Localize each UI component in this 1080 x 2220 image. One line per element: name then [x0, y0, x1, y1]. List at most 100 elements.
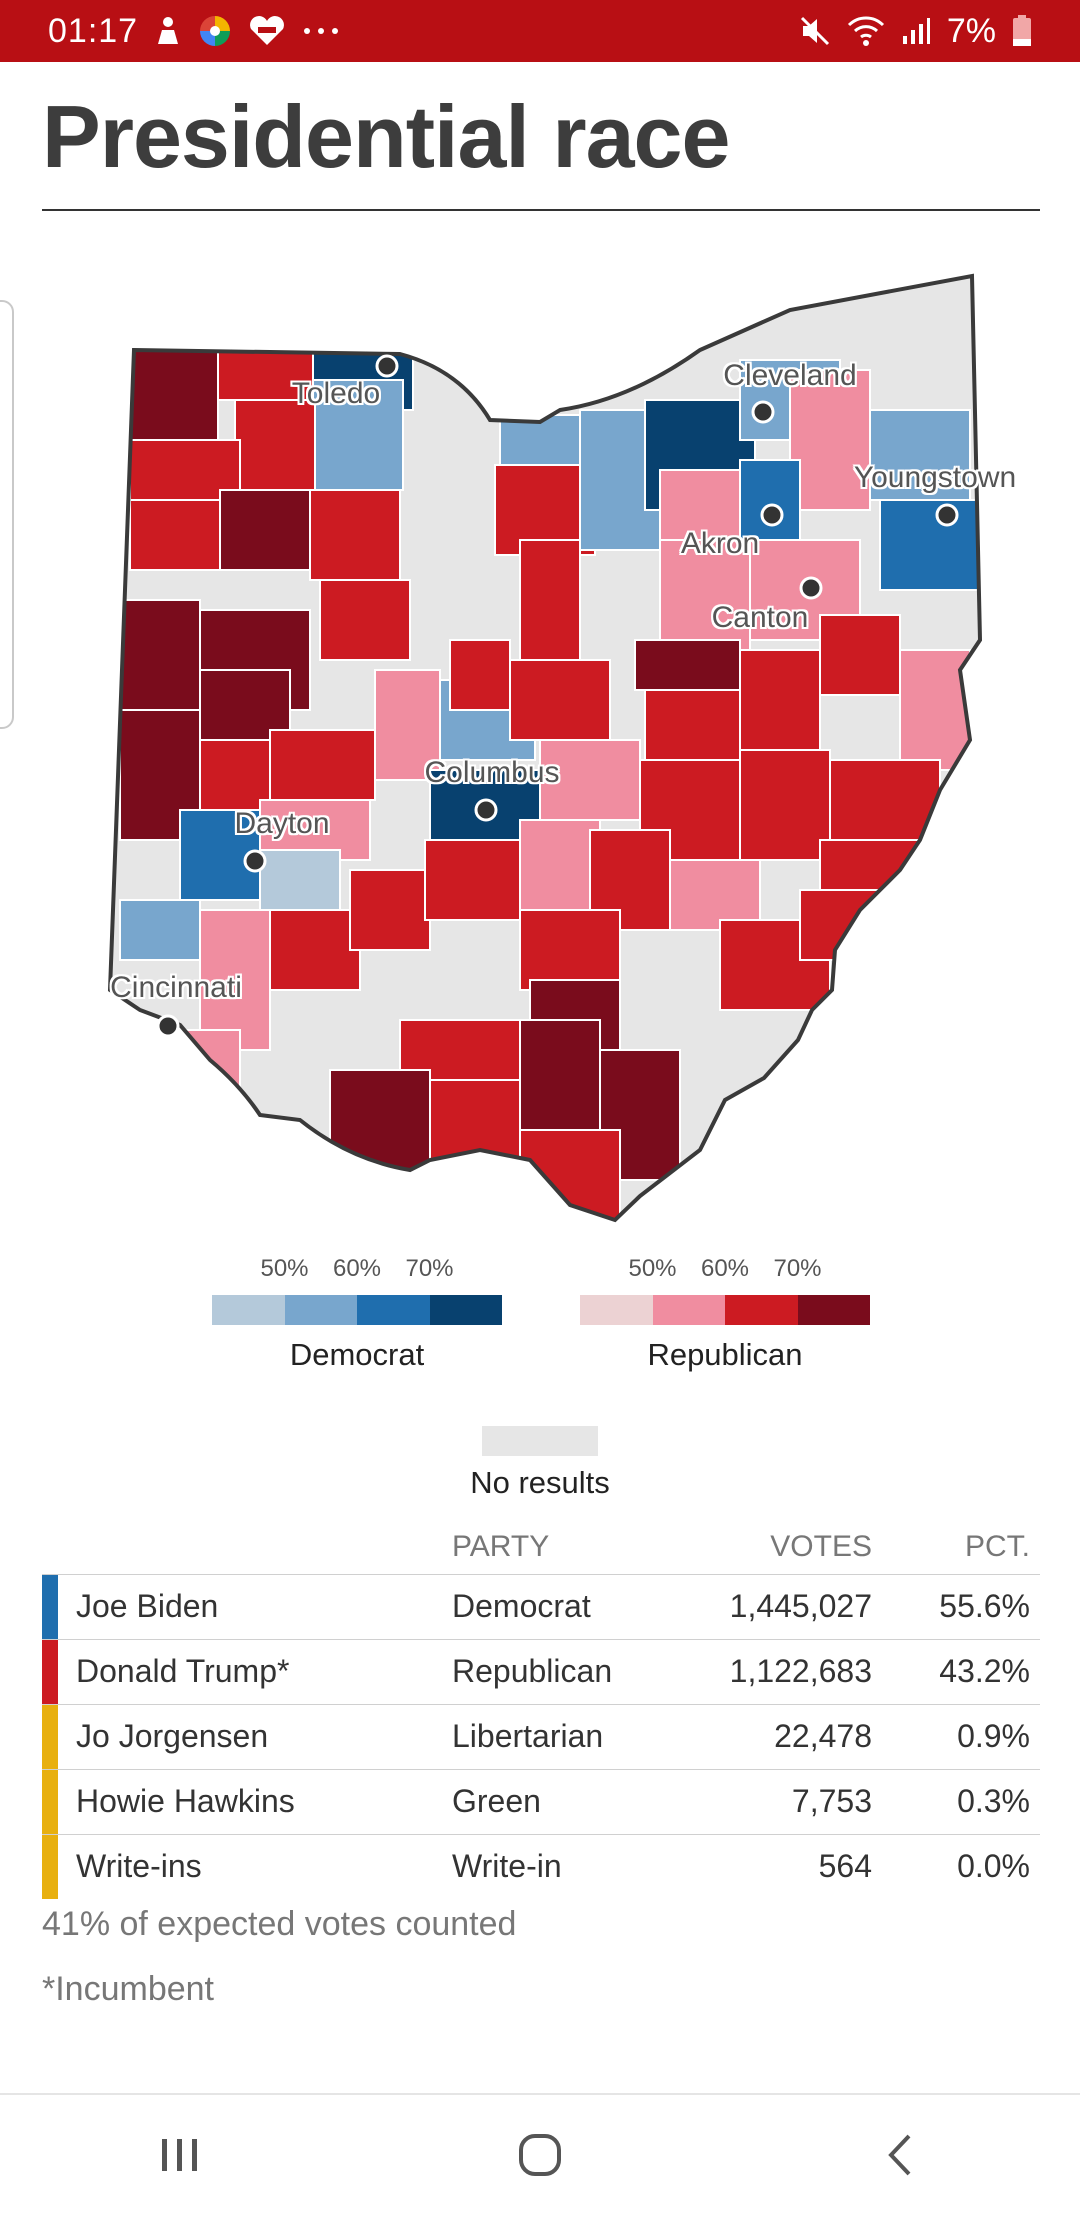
- legend-tick: 50%: [260, 1255, 309, 1282]
- candidate-votes: 1,445,027: [729, 1588, 872, 1624]
- legend-label: Republican: [647, 1337, 803, 1372]
- county-shape: [319, 579, 411, 661]
- legend-tick: 70%: [405, 1255, 454, 1282]
- legend-swatch: [652, 1295, 725, 1325]
- mute-icon: [799, 15, 831, 47]
- state-outline: [107, 273, 983, 1223]
- party-color-bar: [42, 1705, 58, 1769]
- county-shape: [819, 614, 901, 696]
- candidate-party: Green: [452, 1783, 541, 1819]
- app-color-icon: [198, 14, 232, 48]
- ohio-county-map: Toledo Cleveland Youngstown Akron Canton…: [100, 270, 1016, 1230]
- legend-swatch: [429, 1295, 502, 1325]
- candidate-votes: 7,753: [791, 1783, 872, 1819]
- legend-color-scale: [580, 1295, 870, 1325]
- wifi-icon: [847, 15, 885, 47]
- legend-tick: 60%: [332, 1255, 382, 1282]
- county-shape: [219, 489, 321, 571]
- battery-percent: 7%: [946, 11, 996, 50]
- table-row: Write-ins Write-in 564 0.0%: [42, 1835, 1040, 1899]
- candidate-pct: 0.3%: [957, 1783, 1030, 1819]
- city-label-cincinnati: Cincinnati: [110, 971, 242, 1004]
- county-shape: [329, 1069, 431, 1211]
- city-label-canton: Canton: [711, 601, 809, 634]
- no-results-swatch: [482, 1426, 598, 1456]
- county-shape: [789, 369, 871, 511]
- county-shape: [129, 499, 221, 571]
- header-pct: PCT.: [964, 1530, 1030, 1563]
- candidate-name: Donald Trump*: [76, 1653, 290, 1689]
- candidate-party: Republican: [452, 1653, 613, 1689]
- nav-divider: [0, 2093, 1080, 2095]
- county-shape: [519, 539, 581, 661]
- city-marker: [760, 503, 784, 527]
- county-shape: [179, 1029, 241, 1111]
- status-time: 01:17: [48, 11, 139, 50]
- county-shape: [509, 659, 611, 741]
- city-marker: [935, 503, 959, 527]
- city-label-youngstown: Youngstown: [853, 461, 1017, 494]
- header-votes: VOTES: [770, 1530, 872, 1563]
- county-shape: [269, 729, 376, 801]
- city-label-columbus: Columbus: [424, 756, 560, 789]
- lazada-icon: [248, 15, 286, 47]
- county-shape: [739, 749, 831, 861]
- back-icon: [885, 2132, 915, 2183]
- city-marker: [156, 1014, 180, 1038]
- legend-swatch: [212, 1295, 285, 1325]
- home-button[interactable]: [480, 2118, 600, 2198]
- signal-icon: [901, 16, 931, 46]
- county-shape: [269, 909, 361, 991]
- legend-swatch: [725, 1295, 798, 1325]
- county-shape: [259, 849, 341, 921]
- recent-apps-icon: [158, 2135, 202, 2180]
- side-panel-handle[interactable]: [0, 300, 14, 729]
- table-row: Jo Jorgensen Libertarian 22,478 0.9%: [42, 1705, 1040, 1770]
- candidate-votes: 564: [818, 1848, 872, 1884]
- system-nav-bar: [0, 2095, 1080, 2220]
- back-button[interactable]: [840, 2118, 960, 2198]
- candidate-party: Libertarian: [452, 1718, 604, 1754]
- candidate-votes: 1,122,683: [729, 1653, 872, 1689]
- city-marker: [243, 849, 267, 873]
- county-shape: [309, 489, 401, 581]
- status-bar: 01:17 7%: [0, 0, 1080, 62]
- table-row: Howie Hawkins Green 7,753 0.3%: [42, 1770, 1040, 1835]
- city-label-akron: Akron: [680, 527, 760, 560]
- county-shape: [634, 639, 741, 691]
- county-shape: [659, 539, 751, 651]
- header-party: PARTY: [452, 1530, 550, 1563]
- county-shape: [539, 739, 641, 821]
- party-color-bar: [42, 1575, 58, 1639]
- party-color-bar: [42, 1835, 58, 1899]
- legend-swatch: [797, 1295, 870, 1325]
- city-marker: [474, 798, 498, 822]
- expected-votes-note: 41% of expected votes counted: [42, 1905, 517, 1943]
- table-header: PARTY VOTES PCT.: [42, 1520, 1040, 1575]
- candidate-pct: 0.9%: [957, 1718, 1030, 1754]
- city-label-cleveland: Cleveland: [723, 359, 857, 392]
- candidate-party: Democrat: [452, 1588, 591, 1624]
- legend-swatch: [580, 1295, 653, 1325]
- table-row: Donald Trump* Republican 1,122,683 43.2%: [42, 1640, 1040, 1705]
- candidate-pct: 55.6%: [939, 1588, 1030, 1624]
- results-table: PARTY VOTES PCT. Joe Biden Democrat 1,44…: [42, 1520, 1040, 1899]
- legend-republican: 50% 60% 70% Republican: [580, 1255, 870, 1373]
- party-color-bar: [42, 1770, 58, 1834]
- county-shape: [129, 339, 219, 441]
- party-color-bar: [42, 1640, 58, 1704]
- page-title: Presidential race: [42, 87, 730, 186]
- county-shape: [199, 909, 271, 1051]
- county-shape: [519, 909, 621, 991]
- title-divider: [42, 209, 1040, 211]
- candidate-pct: 43.2%: [939, 1653, 1030, 1689]
- legend-swatch: [357, 1295, 430, 1325]
- no-results-label: No results: [470, 1465, 610, 1500]
- legend-color-scale: [212, 1295, 502, 1325]
- city-marker: [799, 576, 823, 600]
- candidate-name: Jo Jorgensen: [76, 1718, 269, 1754]
- recent-apps-button[interactable]: [120, 2118, 240, 2198]
- county-shape: [449, 639, 511, 711]
- legend-democrat: 50% 60% 70% Democrat: [212, 1255, 502, 1373]
- city-label-dayton: Dayton: [234, 807, 330, 840]
